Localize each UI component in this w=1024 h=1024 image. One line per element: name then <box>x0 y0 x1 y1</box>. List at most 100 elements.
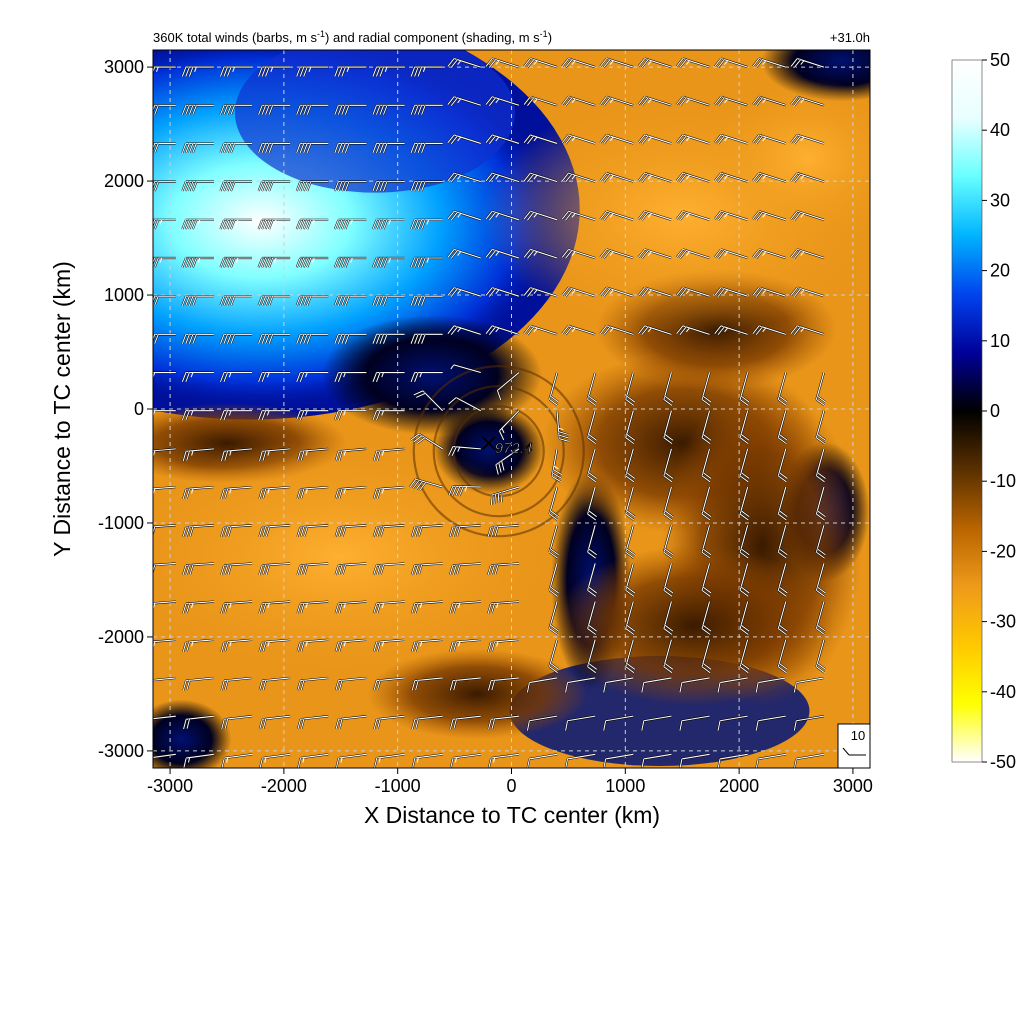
barb-feather <box>491 603 495 614</box>
wind-barb-159 <box>447 324 482 336</box>
barb-shaft <box>682 287 710 297</box>
barb-shaft <box>625 372 634 400</box>
barb-feather <box>297 489 301 499</box>
barb-shaft <box>453 134 481 144</box>
barb-feather <box>452 564 457 575</box>
barb-feather <box>379 143 384 153</box>
barb-feather <box>638 172 646 182</box>
barb-half-feather <box>191 603 194 609</box>
barb-feather <box>185 143 190 153</box>
barb-feather <box>372 410 377 421</box>
barb-feather <box>752 249 760 258</box>
barb-feather <box>299 295 305 306</box>
barb-feather <box>599 172 607 182</box>
barb-feather <box>552 472 562 479</box>
wind-barb-24 <box>181 256 214 268</box>
barb-feather <box>183 757 187 768</box>
barb-feather <box>300 641 305 652</box>
barb-feather <box>411 565 416 576</box>
barb-half-feather <box>308 66 312 72</box>
barb-feather <box>549 628 558 635</box>
wind-barb-59 <box>257 142 291 154</box>
barb-feather-shadow <box>144 373 148 382</box>
barb-feather <box>188 295 194 306</box>
barb-feather <box>379 219 384 230</box>
barb-feather <box>816 551 825 559</box>
wind-barb-262 <box>662 639 674 674</box>
barb-feather <box>450 250 458 259</box>
barb-feather <box>145 565 148 575</box>
barb-feather <box>265 334 270 344</box>
wind-barb-329 <box>790 286 825 298</box>
wind-barb-196 <box>523 286 558 298</box>
barb-shaft <box>568 210 596 221</box>
wind-barb-65 <box>257 371 291 383</box>
barb-shaft <box>587 448 596 477</box>
x-tick-label--2000: -2000 <box>261 776 307 796</box>
barb-feather <box>603 135 611 145</box>
barb-shaft <box>720 96 748 106</box>
wind-barb-43 <box>219 256 253 268</box>
wind-barb-6 <box>153 295 176 306</box>
barb-feather <box>790 96 798 105</box>
barb-feather <box>447 325 455 334</box>
barb-feather <box>599 58 607 67</box>
wind-barb-135 <box>410 142 443 154</box>
barb-feather <box>414 105 419 115</box>
barb-shaft <box>701 448 711 477</box>
wind-barb-332 <box>815 410 827 445</box>
barb-shaft <box>625 448 634 477</box>
barb-feather <box>701 666 711 674</box>
barb-half-feather <box>495 98 500 104</box>
barb-feather <box>154 105 159 115</box>
barb-half-feather <box>194 66 197 72</box>
wind-barb-94 <box>297 753 329 768</box>
barb-feather <box>383 143 388 153</box>
barb-feather <box>679 212 687 221</box>
barb-half-feather <box>533 289 538 294</box>
barb-feather <box>230 143 235 153</box>
barb-feather <box>296 295 301 306</box>
barb-feather <box>739 590 749 597</box>
barb-shaft <box>777 601 787 629</box>
barb-feather <box>265 181 270 192</box>
wind-barb-284 <box>679 753 710 768</box>
barb-feather <box>182 680 187 691</box>
barb-feather <box>739 628 749 635</box>
barb-feather <box>154 257 159 268</box>
wind-barb-171 <box>485 57 520 69</box>
wind-barb-261 <box>662 601 674 636</box>
barb-feather <box>717 135 725 145</box>
barb-feather <box>603 758 607 768</box>
barb-feather <box>599 134 607 144</box>
barb-shaft <box>777 525 787 553</box>
barb-feather-shadow <box>144 143 148 152</box>
barb-shaft <box>338 524 367 528</box>
barb-feather <box>625 590 635 597</box>
barb-shaft <box>153 715 176 720</box>
barb-shaft <box>815 639 825 667</box>
barb-feather <box>265 105 270 115</box>
barb-shaft <box>453 325 481 335</box>
wind-barb-305 <box>752 95 787 107</box>
wind-barb-85 <box>295 409 329 421</box>
barb-feather <box>373 489 378 499</box>
barb-feather <box>717 720 721 731</box>
wind-barb-84 <box>295 371 329 383</box>
barb-shaft <box>300 486 329 490</box>
wind-barb-117 <box>372 180 405 192</box>
barb-feather <box>410 334 416 344</box>
wind-barb-4 <box>153 218 176 230</box>
wind-barb-246 <box>602 753 634 768</box>
barb-feather <box>663 475 673 483</box>
barb-half-feather <box>495 60 500 65</box>
wind-barb-5 <box>153 256 176 268</box>
barb-feather <box>523 249 531 258</box>
barb-half-feather <box>266 372 270 378</box>
barb-shaft <box>262 677 291 682</box>
barb-feather <box>181 295 187 306</box>
barb-feather <box>149 451 152 461</box>
barb-half-feather <box>159 219 163 225</box>
barb-shaft <box>568 58 596 68</box>
barb-feather <box>297 680 301 691</box>
